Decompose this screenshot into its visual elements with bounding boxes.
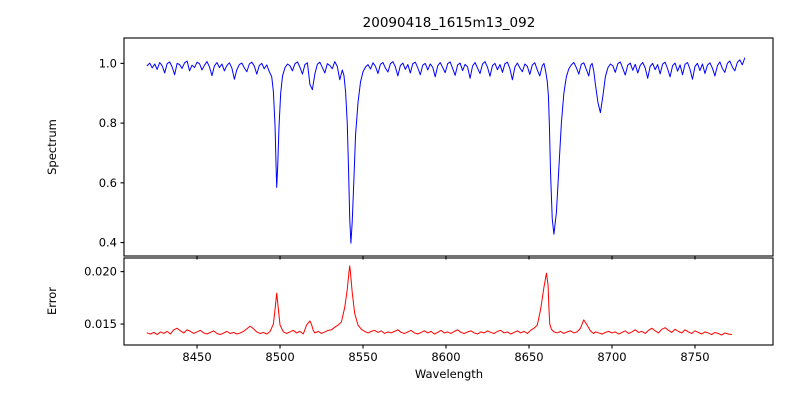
y-tick-label: 0.8 [99,116,117,130]
y-tick-label: 0.6 [99,176,117,190]
x-tick-label: 8750 [680,350,709,364]
y-tick-label: 0.015 [84,317,117,331]
y-tick-label: 0.4 [99,236,117,250]
error-y-ticks: 0.015 0.020 [84,265,124,331]
x-tick-label: 8600 [431,350,460,364]
x-tick-label: 8450 [182,350,211,364]
spectrum-data-line [146,57,746,244]
x-tick-label: 8650 [514,350,543,364]
y-tick-label: 0.020 [84,265,117,279]
error-axes-frame [123,257,774,346]
y-tick-label: 1.0 [99,56,117,70]
spectrum-axes-frame [123,37,774,257]
x-tick-label: 8500 [265,350,294,364]
spectrum-y-axis-label: Spectrum [45,119,59,175]
x-axis-label: Wavelength [415,367,483,381]
error-data-line [146,265,732,336]
x-tick-label: 8700 [597,350,626,364]
error-y-axis-label: Error [45,287,59,315]
error-x-ticks: 8450 8500 8550 8600 8650 8700 8750 [182,345,710,364]
figure-title: 20090418_1615m13_092 [363,15,536,31]
spectrum-y-ticks: 0.4 0.6 0.8 1.0 [99,56,124,250]
x-tick-label: 8550 [348,350,377,364]
